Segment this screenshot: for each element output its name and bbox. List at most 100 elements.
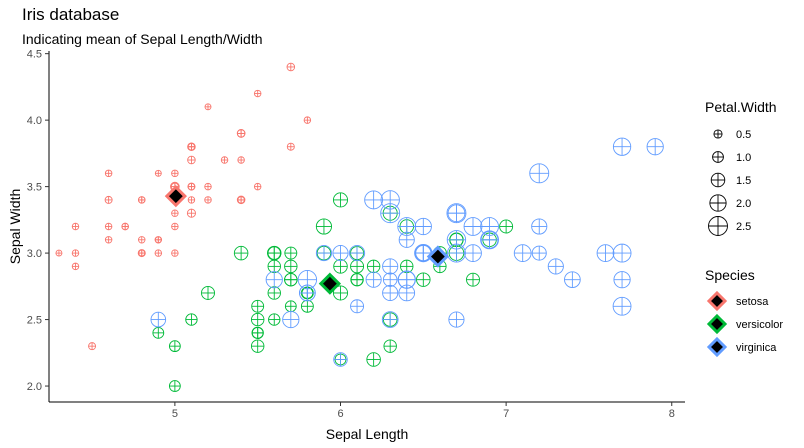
data-point-virginica [299,284,316,302]
data-point-setosa [253,182,262,191]
size-legend-key [712,151,724,163]
size-legend-label: 0.5 [736,129,751,141]
data-point-versicolor [333,259,348,274]
data-point-virginica [350,299,365,314]
size-legend-key [710,172,726,188]
size-legend-label: 1.5 [736,175,751,187]
x-tick-label: 8 [669,408,675,420]
data-point-virginica [380,190,400,210]
data-point-versicolor [284,272,298,287]
data-point-virginica [365,271,382,288]
data-point-virginica [332,245,349,262]
data-point-setosa [186,208,196,218]
data-point-virginica [596,244,615,262]
data-point-setosa [137,249,146,258]
data-point-virginica [448,311,465,328]
data-point-virginica [564,271,581,289]
data-point-versicolor [267,259,281,274]
data-point-virginica [382,272,398,287]
x-axis-title: Sepal Length [326,426,409,442]
species-legend: Species setosa versicolor virginica [705,267,783,358]
data-point-versicolor [416,272,431,287]
size-legend-title: Petal.Width [705,99,777,115]
data-point-setosa [187,143,196,151]
data-point-setosa [154,169,162,177]
data-point-versicolor [315,218,332,235]
data-point-setosa [204,182,212,191]
data-point-versicolor [300,299,314,313]
data-point-versicolor [251,299,265,313]
data-point-virginica [612,137,632,156]
data-point-versicolor [350,273,364,287]
data-point-versicolor [250,312,265,327]
data-point-versicolor [251,326,264,339]
data-point-setosa [138,236,146,244]
data-point-setosa [204,196,212,204]
data-point-virginica [531,218,548,235]
data-point-setosa [187,182,196,191]
data-point-versicolor [332,192,349,208]
data-point-setosa [171,169,179,178]
data-point-versicolor [267,286,281,300]
means-layer [164,185,450,295]
data-point-setosa [71,249,80,257]
y-ticks: 2.0 2.5 3.0 3.5 4.0 4.5 [27,49,49,393]
species-legend-key [706,290,728,312]
species-legend-key [706,336,728,358]
data-point-virginica [381,311,399,328]
data-point-setosa [286,142,295,151]
data-point-setosa [154,236,163,244]
data-point-setosa [237,156,245,164]
data-point-virginica [646,138,664,156]
data-point-setosa [253,89,262,98]
data-point-setosa [138,196,146,204]
mean-marker-virginica [426,245,450,268]
data-point-setosa [104,236,113,244]
species-legend-title: Species [705,267,755,283]
data-point-setosa [171,222,179,231]
data-point-setosa [171,249,179,257]
data-point-versicolor [168,380,181,392]
y-tick-label: 3.0 [27,248,42,260]
data-point-versicolor [201,286,215,300]
y-tick-label: 4.5 [27,49,42,61]
data-point-virginica [613,271,631,289]
data-point-versicolor [185,313,198,326]
size-legend-key [709,194,727,212]
species-legend-label: virginica [736,342,777,354]
data-point-virginica [382,284,399,302]
data-point-virginica [531,245,547,261]
data-point-setosa [171,209,179,217]
data-point-setosa [71,262,80,271]
chart-title: Iris database [22,5,120,24]
data-point-virginica [612,296,632,316]
mean-marker-setosa [164,185,187,208]
data-point-virginica [529,163,550,184]
data-point-setosa [236,129,246,138]
x-tick-label: 7 [503,408,509,420]
data-point-versicolor [366,352,381,367]
data-point-virginica [398,231,415,248]
data-point-virginica [463,217,483,236]
data-point-setosa [71,222,80,231]
data-point-setosa [55,249,63,257]
data-point-setosa [88,342,97,351]
data-point-virginica [282,310,300,329]
data-point-versicolor [268,313,281,326]
size-legend-label: 1.0 [736,152,751,164]
size-legend-label: 2.5 [736,221,751,233]
data-point-versicolor [383,339,397,353]
y-axis-title: Sepal Width [7,189,23,264]
data-point-virginica [364,190,384,210]
data-point-virginica [265,271,283,289]
species-legend-key [706,313,728,335]
size-legend-label: 2.0 [736,198,751,210]
data-point-versicolor [267,246,281,260]
data-point-setosa [121,222,129,231]
size-legend-key [713,129,723,139]
data-point-versicolor [284,300,297,313]
chart-subtitle: Indicating mean of Sepal Length/Width [22,31,263,47]
size-legend: Petal.Width 0.5 1.0 1.5 2.0 2.5 [705,99,777,236]
data-point-setosa [104,195,113,204]
